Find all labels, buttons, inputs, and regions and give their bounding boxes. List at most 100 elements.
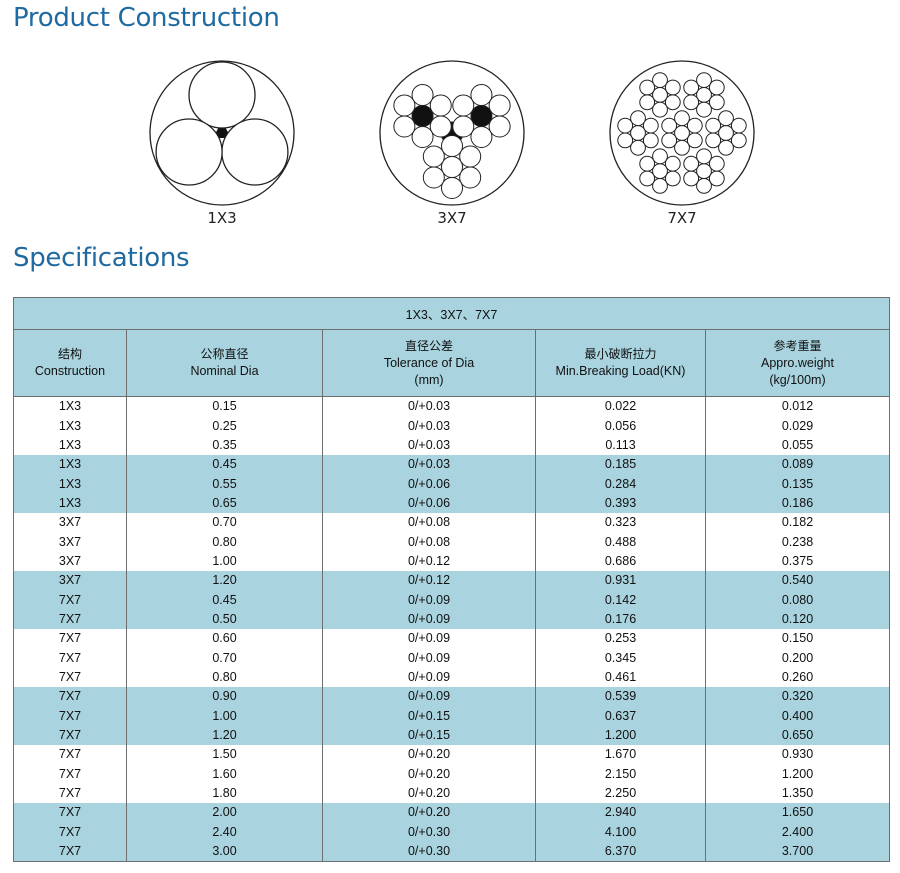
table-row: 7X7 0.50 0/+0.09 0.176 0.120 [13, 609, 890, 630]
table-row: 7X7 1.50 0/+0.20 1.670 0.930 [13, 745, 890, 765]
cell-construction: 3X7 [13, 571, 127, 591]
cell-construction: 7X7 [13, 745, 127, 765]
rope-7x7-diagram [609, 60, 755, 206]
cell-weight: 1.350 [705, 783, 890, 804]
cell-tolerance: 0/+0.09 [322, 629, 536, 649]
header-en: Tolerance of Dia [383, 355, 475, 370]
cell-tolerance: 0/+0.03 [322, 435, 536, 456]
cell-construction: 1X3 [13, 474, 127, 494]
cell-construction: 7X7 [13, 687, 127, 707]
cell-construction: 3X7 [13, 513, 127, 533]
header-en: Appro.weight [761, 355, 834, 370]
cell-weight: 2.400 [705, 822, 890, 842]
table-row: 7X7 0.45 0/+0.09 0.142 0.080 [13, 590, 890, 610]
table-row: 1X3 0.65 0/+0.06 0.393 0.186 [13, 493, 890, 514]
cell-breaking-load: 2.250 [535, 783, 706, 804]
cell-nominal-dia: 2.40 [126, 822, 323, 842]
header-en: Min.Breaking Load(KN) [555, 364, 686, 378]
cell-breaking-load: 0.931 [535, 571, 706, 591]
cell-construction: 1X3 [13, 455, 127, 475]
header-unit: (kg/100m) [769, 372, 826, 387]
header-en: Nominal Dia [190, 364, 259, 378]
cell-nominal-dia: 0.90 [126, 687, 323, 707]
specifications-table: 1X3、3X7、7X7 结构 Construction 公称直径 Nominal… [13, 297, 890, 863]
header-zh: 结构 [57, 347, 82, 361]
cell-construction: 7X7 [13, 590, 127, 610]
cell-nominal-dia: 1.50 [126, 745, 323, 765]
cell-tolerance: 0/+0.30 [322, 841, 536, 863]
cell-breaking-load: 0.488 [535, 532, 706, 552]
cell-weight: 0.186 [705, 493, 890, 514]
cell-nominal-dia: 0.80 [126, 532, 323, 552]
cell-breaking-load: 1.670 [535, 745, 706, 765]
cell-tolerance: 0/+0.09 [322, 648, 536, 668]
table-row: 7X7 2.00 0/+0.20 2.940 1.650 [13, 803, 890, 823]
table-row: 7X7 0.70 0/+0.09 0.345 0.200 [13, 648, 890, 668]
cell-weight: 0.400 [705, 706, 890, 726]
cell-weight: 1.200 [705, 764, 890, 784]
table-row: 7X7 1.20 0/+0.15 1.200 0.650 [13, 725, 890, 746]
cell-tolerance: 0/+0.06 [322, 493, 536, 514]
header-unit: (mm) [414, 372, 444, 387]
cell-weight: 0.260 [705, 667, 890, 688]
cell-weight: 0.200 [705, 648, 890, 668]
cell-tolerance: 0/+0.09 [322, 609, 536, 630]
cell-breaking-load: 0.393 [535, 493, 706, 514]
cell-breaking-load: 1.200 [535, 725, 706, 746]
cell-construction: 3X7 [13, 551, 127, 572]
cell-tolerance: 0/+0.06 [322, 474, 536, 494]
cell-nominal-dia: 1.60 [126, 764, 323, 784]
cell-construction: 7X7 [13, 629, 127, 649]
header-zh: 公称直径 [200, 347, 249, 361]
table-body: 1X3 0.15 0/+0.03 0.022 0.012 1X3 0.25 0/+0.03 0.… [13, 396, 890, 863]
table-row: 7X7 2.40 0/+0.30 4.100 2.400 [13, 822, 890, 842]
cell-tolerance: 0/+0.03 [322, 396, 536, 417]
table-row: 7X7 1.80 0/+0.20 2.250 1.350 [13, 783, 890, 804]
cell-tolerance: 0/+0.20 [322, 783, 536, 804]
cell-tolerance: 0/+0.03 [322, 416, 536, 436]
cell-breaking-load: 0.142 [535, 590, 706, 610]
table-row: 3X7 1.00 0/+0.12 0.686 0.375 [13, 551, 890, 572]
cell-breaking-load: 0.176 [535, 609, 706, 630]
cell-construction: 7X7 [13, 609, 127, 630]
cell-breaking-load: 0.637 [535, 706, 706, 726]
cell-weight: 0.089 [705, 455, 890, 475]
construction-label-7x7: 7X7 [667, 209, 697, 227]
cell-tolerance: 0/+0.09 [322, 667, 536, 688]
cell-nominal-dia: 0.15 [126, 396, 323, 417]
rope-1x3-diagram [149, 60, 295, 206]
cell-construction: 7X7 [13, 803, 127, 823]
cell-breaking-load: 0.284 [535, 474, 706, 494]
cell-tolerance: 0/+0.09 [322, 687, 536, 707]
table-row: 1X3 0.45 0/+0.03 0.185 0.089 [13, 455, 890, 475]
rope-3x7-diagram [379, 60, 525, 206]
cell-tolerance: 0/+0.20 [322, 803, 536, 823]
cell-nominal-dia: 0.45 [126, 455, 323, 475]
cell-breaking-load: 0.461 [535, 667, 706, 688]
cell-weight: 0.540 [705, 571, 890, 591]
cell-breaking-load: 0.253 [535, 629, 706, 649]
cell-breaking-load: 2.150 [535, 764, 706, 784]
cell-tolerance: 0/+0.08 [322, 513, 536, 533]
cell-tolerance: 0/+0.12 [322, 551, 536, 572]
cell-tolerance: 0/+0.03 [322, 455, 536, 475]
table-row: 1X3 0.55 0/+0.06 0.284 0.135 [13, 474, 890, 494]
cell-nominal-dia: 0.25 [126, 416, 323, 436]
column-header-weight: 参考重量 Appro.weight (kg/100m) [705, 329, 890, 397]
table-row: 7X7 3.00 0/+0.30 6.370 3.700 [13, 841, 890, 863]
cell-nominal-dia: 0.50 [126, 609, 323, 630]
cell-weight: 0.120 [705, 609, 890, 630]
cell-construction: 1X3 [13, 435, 127, 456]
column-header-tolerance: 直径公差 Tolerance of Dia (mm) [322, 329, 536, 397]
cell-tolerance: 0/+0.08 [322, 532, 536, 552]
cell-weight: 0.150 [705, 629, 890, 649]
cell-breaking-load: 2.940 [535, 803, 706, 823]
cell-nominal-dia: 0.65 [126, 493, 323, 514]
table-row: 1X3 0.15 0/+0.03 0.022 0.012 [13, 396, 890, 417]
cell-tolerance: 0/+0.09 [322, 590, 536, 610]
cell-construction: 7X7 [13, 783, 127, 804]
cell-breaking-load: 0.022 [535, 396, 706, 417]
cell-tolerance: 0/+0.30 [322, 822, 536, 842]
cell-weight: 0.012 [705, 396, 890, 417]
table-row: 7X7 1.00 0/+0.15 0.637 0.400 [13, 706, 890, 726]
